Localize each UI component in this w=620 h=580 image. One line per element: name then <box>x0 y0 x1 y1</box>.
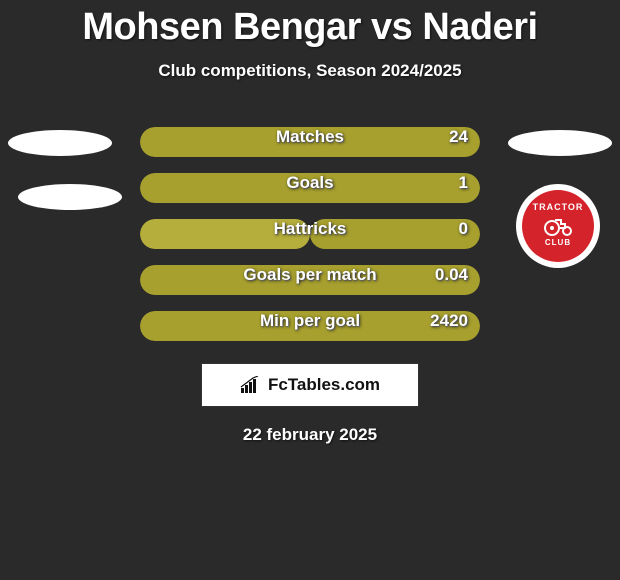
stat-label: Min per goal <box>260 311 360 331</box>
stat-value-right: 24 <box>449 127 468 147</box>
stat-label: Goals per match <box>243 265 376 285</box>
stat-value-right: 0 <box>459 219 468 239</box>
bar-container: Matches 24 <box>140 127 480 157</box>
brand-chart-icon <box>240 376 262 394</box>
stat-value-right: 0.04 <box>435 265 468 285</box>
stat-label: Goals <box>286 173 333 193</box>
stat-row-goals-per-match: Goals per match 0.04 <box>0 257 620 303</box>
stat-row-goals: Goals 1 <box>0 165 620 211</box>
date-text: 22 february 2025 <box>0 425 620 445</box>
bar-container: Hattricks 0 <box>140 219 480 249</box>
brand-text: FcTables.com <box>268 375 380 395</box>
stat-row-matches: Matches 24 <box>0 119 620 165</box>
stat-value-right: 2420 <box>430 311 468 331</box>
bar-container: Goals 1 <box>140 173 480 203</box>
stat-label: Hattricks <box>274 219 347 239</box>
stats-chart: Matches 24 Goals 1 Hattricks 0 Goals per… <box>0 119 620 349</box>
page-title: Mohsen Bengar vs Naderi <box>0 6 620 49</box>
bar-container: Min per goal 2420 <box>140 311 480 341</box>
stat-row-hattricks: Hattricks 0 <box>0 211 620 257</box>
stat-row-min-per-goal: Min per goal 2420 <box>0 303 620 349</box>
stat-label: Matches <box>276 127 344 147</box>
stat-value-right: 1 <box>459 173 468 193</box>
bar-container: Goals per match 0.04 <box>140 265 480 295</box>
subtitle: Club competitions, Season 2024/2025 <box>0 61 620 81</box>
brand-box: FcTables.com <box>201 363 419 407</box>
